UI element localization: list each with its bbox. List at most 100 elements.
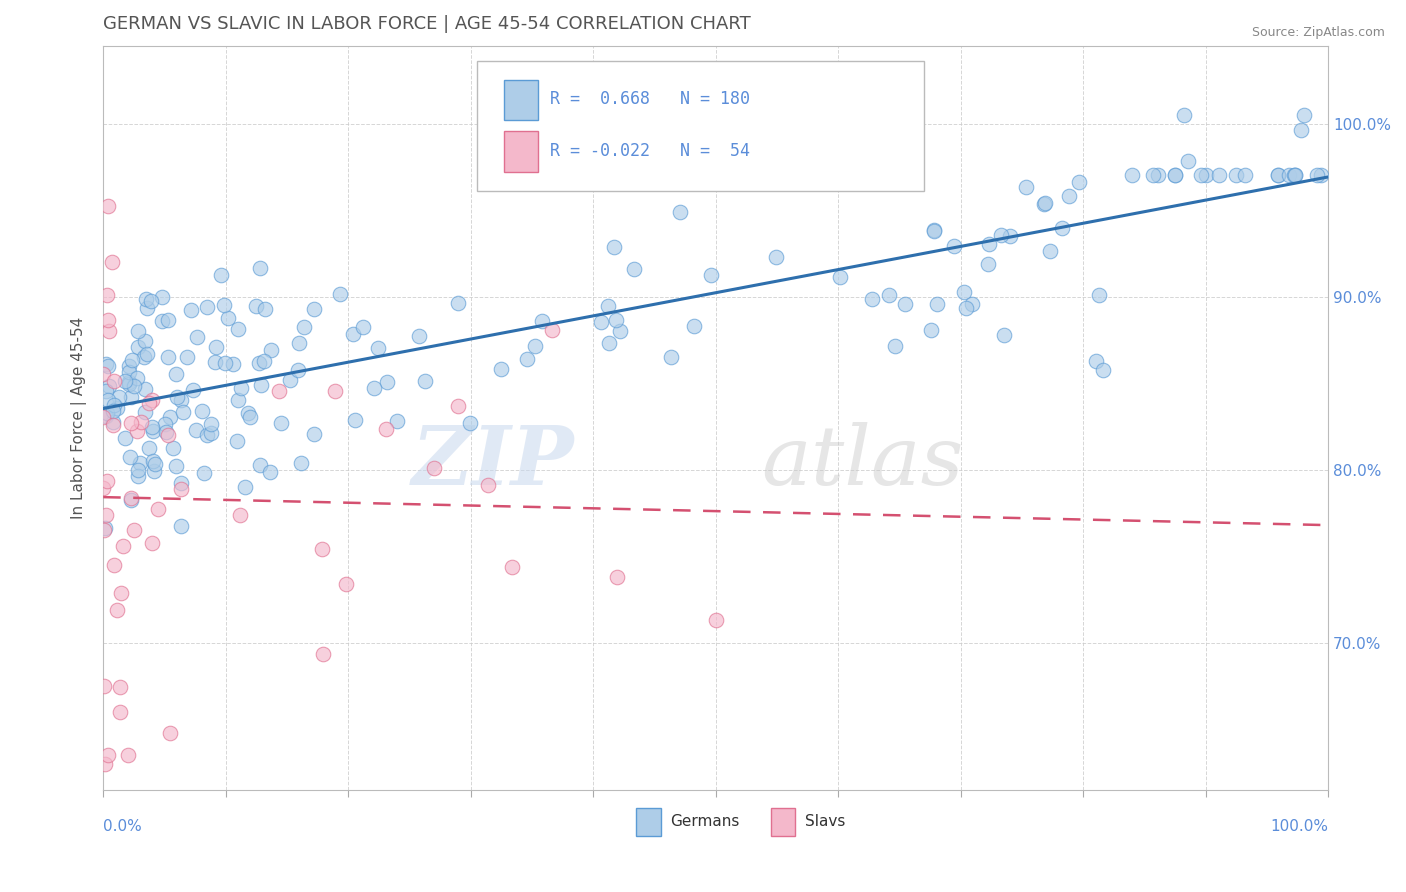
Point: [159, 725, 181, 739]
Point: [96, 474, 118, 488]
Point: [603, 240, 626, 254]
Point: [97, 378, 120, 392]
Point: [120, 493, 142, 508]
Point: [877, 288, 900, 302]
Point: [953, 285, 976, 299]
Point: [253, 353, 276, 368]
Point: [103, 558, 125, 572]
Point: [329, 286, 352, 301]
Point: [94, 521, 117, 535]
Point: [591, 315, 613, 329]
Text: atlas: atlas: [762, 423, 965, 502]
Point: [413, 374, 436, 388]
Point: [166, 390, 188, 404]
Point: [531, 314, 554, 328]
Point: [363, 381, 385, 395]
Point: [524, 339, 547, 353]
Point: [682, 318, 704, 333]
Point: [159, 409, 181, 424]
Point: [408, 328, 430, 343]
Point: [669, 205, 692, 219]
Point: [516, 351, 538, 366]
Point: [489, 362, 512, 376]
Point: [134, 405, 156, 419]
Point: [501, 559, 523, 574]
Point: [134, 383, 156, 397]
Point: [1189, 169, 1212, 183]
Point: [270, 416, 292, 430]
Point: [1000, 229, 1022, 244]
Point: [120, 416, 142, 430]
Point: [288, 336, 311, 351]
Point: [226, 434, 249, 448]
Point: [960, 297, 983, 311]
Point: [129, 457, 152, 471]
Point: [765, 250, 787, 264]
Point: [342, 326, 364, 341]
Point: [247, 356, 270, 370]
Point: [387, 414, 409, 428]
Point: [598, 335, 620, 350]
Point: [920, 322, 942, 336]
Point: [96, 409, 118, 423]
Point: [217, 311, 239, 326]
Point: [924, 223, 946, 237]
Point: [96, 406, 118, 420]
Point: [93, 367, 115, 381]
Point: [184, 423, 207, 437]
Point: [214, 356, 236, 370]
Point: [101, 255, 124, 269]
Point: [659, 350, 682, 364]
Point: [96, 287, 118, 301]
Point: [893, 297, 915, 311]
Point: [117, 748, 139, 763]
Point: [96, 384, 118, 399]
Point: [97, 312, 120, 326]
Point: [1092, 363, 1115, 377]
Point: [118, 376, 141, 390]
Point: [94, 508, 117, 523]
Point: [162, 442, 184, 456]
Point: [423, 461, 446, 475]
Point: [925, 297, 948, 311]
Point: [141, 419, 163, 434]
Bar: [503, 79, 538, 120]
Point: [922, 223, 945, 237]
Text: Source: ZipAtlas.com: Source: ZipAtlas.com: [1251, 26, 1385, 39]
Point: [96, 393, 118, 408]
Point: [287, 363, 309, 377]
Point: [1234, 169, 1257, 183]
Point: [143, 464, 166, 478]
Bar: [503, 131, 538, 172]
Point: [193, 466, 215, 480]
Point: [101, 404, 124, 418]
Point: [1195, 169, 1218, 183]
Point: [153, 417, 176, 432]
Point: [1225, 169, 1247, 183]
Point: [1033, 196, 1056, 211]
Point: [335, 576, 357, 591]
Point: [1306, 169, 1329, 183]
Point: [955, 301, 977, 315]
Point: [375, 421, 398, 435]
Point: [1085, 354, 1108, 368]
Point: [302, 302, 325, 317]
Text: R =  0.668   N = 180: R = 0.668 N = 180: [550, 90, 751, 108]
Point: [503, 145, 526, 160]
Text: Germans: Germans: [671, 814, 740, 830]
Point: [103, 398, 125, 412]
Text: ZIP: ZIP: [412, 423, 575, 502]
Point: [239, 410, 262, 425]
Point: [93, 524, 115, 538]
Point: [1087, 288, 1109, 302]
Point: [1057, 189, 1080, 203]
Point: [138, 442, 160, 456]
Point: [195, 300, 218, 314]
Point: [172, 405, 194, 419]
Point: [176, 350, 198, 364]
Point: [108, 705, 131, 719]
Point: [204, 355, 226, 369]
Point: [211, 268, 233, 282]
Point: [91, 482, 114, 496]
Point: [447, 296, 470, 310]
